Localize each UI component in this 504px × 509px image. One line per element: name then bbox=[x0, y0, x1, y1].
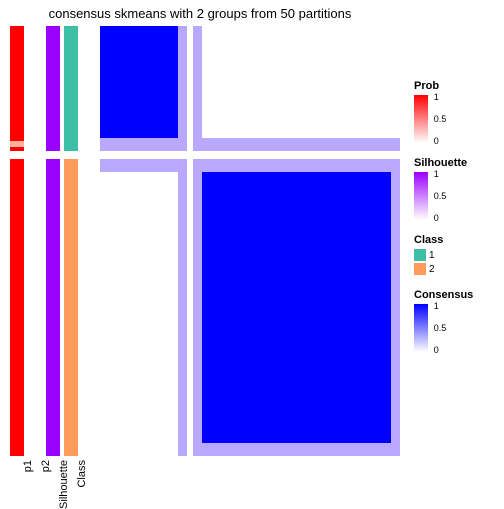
anno-col-silhouette bbox=[46, 26, 60, 456]
legend-consensus-title: Consensus bbox=[414, 289, 500, 301]
tick: 0 bbox=[434, 346, 439, 355]
col-label-p2: p2 bbox=[40, 460, 52, 472]
legend-prob-gradient bbox=[414, 95, 428, 143]
legends: Prob 1 0.5 0 Silhouette 1 0.5 0 Class 1 … bbox=[414, 80, 500, 366]
swatch-label: 1 bbox=[429, 250, 435, 261]
col-label-class: Class bbox=[76, 460, 88, 488]
legend-prob-title: Prob bbox=[414, 80, 500, 92]
anno-col-p1 bbox=[10, 26, 24, 456]
tick: 1 bbox=[434, 93, 439, 102]
legend-consensus: Consensus 1 0.5 0 bbox=[414, 289, 500, 352]
anno-col-class bbox=[64, 26, 78, 456]
col-label-p1: p1 bbox=[22, 460, 34, 472]
legend-prob: Prob 1 0.5 0 bbox=[414, 80, 500, 143]
swatch bbox=[414, 249, 426, 261]
legend-class-title: Class bbox=[414, 234, 500, 246]
legend-consensus-gradient bbox=[414, 304, 428, 352]
tick: 0 bbox=[434, 137, 439, 146]
swatch-label: 2 bbox=[429, 264, 435, 275]
legend-consensus-ticks: 1 0.5 0 bbox=[434, 304, 464, 352]
legend-silhouette-title: Silhouette bbox=[414, 157, 500, 169]
plot-area bbox=[10, 26, 400, 456]
legend-class-item: 1 bbox=[414, 249, 500, 261]
tick: 0.5 bbox=[434, 324, 447, 333]
col-label-silhouette: Silhouette bbox=[58, 460, 70, 509]
legend-class-item: 2 bbox=[414, 263, 500, 275]
consensus-heatmap bbox=[100, 26, 400, 456]
tick: 1 bbox=[434, 302, 439, 311]
swatch bbox=[414, 263, 426, 275]
legend-silhouette-ticks: 1 0.5 0 bbox=[434, 172, 464, 220]
anno-col-p2 bbox=[28, 26, 42, 456]
tick: 0.5 bbox=[434, 192, 447, 201]
legend-class: Class 1 2 bbox=[414, 234, 500, 275]
legend-silhouette: Silhouette 1 0.5 0 bbox=[414, 157, 500, 220]
legend-prob-ticks: 1 0.5 0 bbox=[434, 95, 464, 143]
tick: 0.5 bbox=[434, 115, 447, 124]
tick: 1 bbox=[434, 170, 439, 179]
legend-silhouette-gradient bbox=[414, 172, 428, 220]
chart-title: consensus skmeans with 2 groups from 50 … bbox=[0, 6, 400, 21]
tick: 0 bbox=[434, 214, 439, 223]
